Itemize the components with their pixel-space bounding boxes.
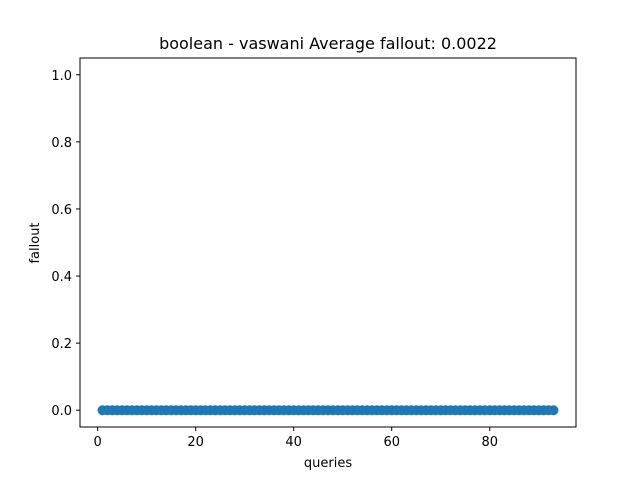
x-tick-label: 20 — [187, 435, 204, 450]
x-axis-ticks: 0 20 40 60 80 — [94, 427, 498, 450]
scatter-points — [97, 405, 559, 416]
y-tick-label: 0.2 — [51, 337, 72, 352]
y-tick-label: 0.8 — [51, 136, 72, 151]
chart-title: boolean - vaswani Average fallout: 0.002… — [159, 34, 497, 53]
x-axis-label: queries — [304, 456, 352, 471]
scatter-point — [548, 405, 559, 416]
x-tick-label: 40 — [285, 435, 302, 450]
x-tick-label: 80 — [481, 435, 498, 450]
plot-area-frame — [79, 57, 577, 428]
y-tick-label: 0.6 — [51, 203, 72, 218]
y-tick-label: 0.0 — [51, 404, 72, 419]
y-tick-label: 1.0 — [51, 69, 72, 84]
x-tick-label: 0 — [94, 435, 102, 450]
y-tick-label: 0.4 — [51, 270, 72, 285]
y-axis-ticks: 0.0 0.2 0.4 0.6 0.8 1.0 — [51, 69, 80, 419]
y-axis-label: fallout — [28, 222, 43, 263]
x-tick-label: 60 — [383, 435, 400, 450]
